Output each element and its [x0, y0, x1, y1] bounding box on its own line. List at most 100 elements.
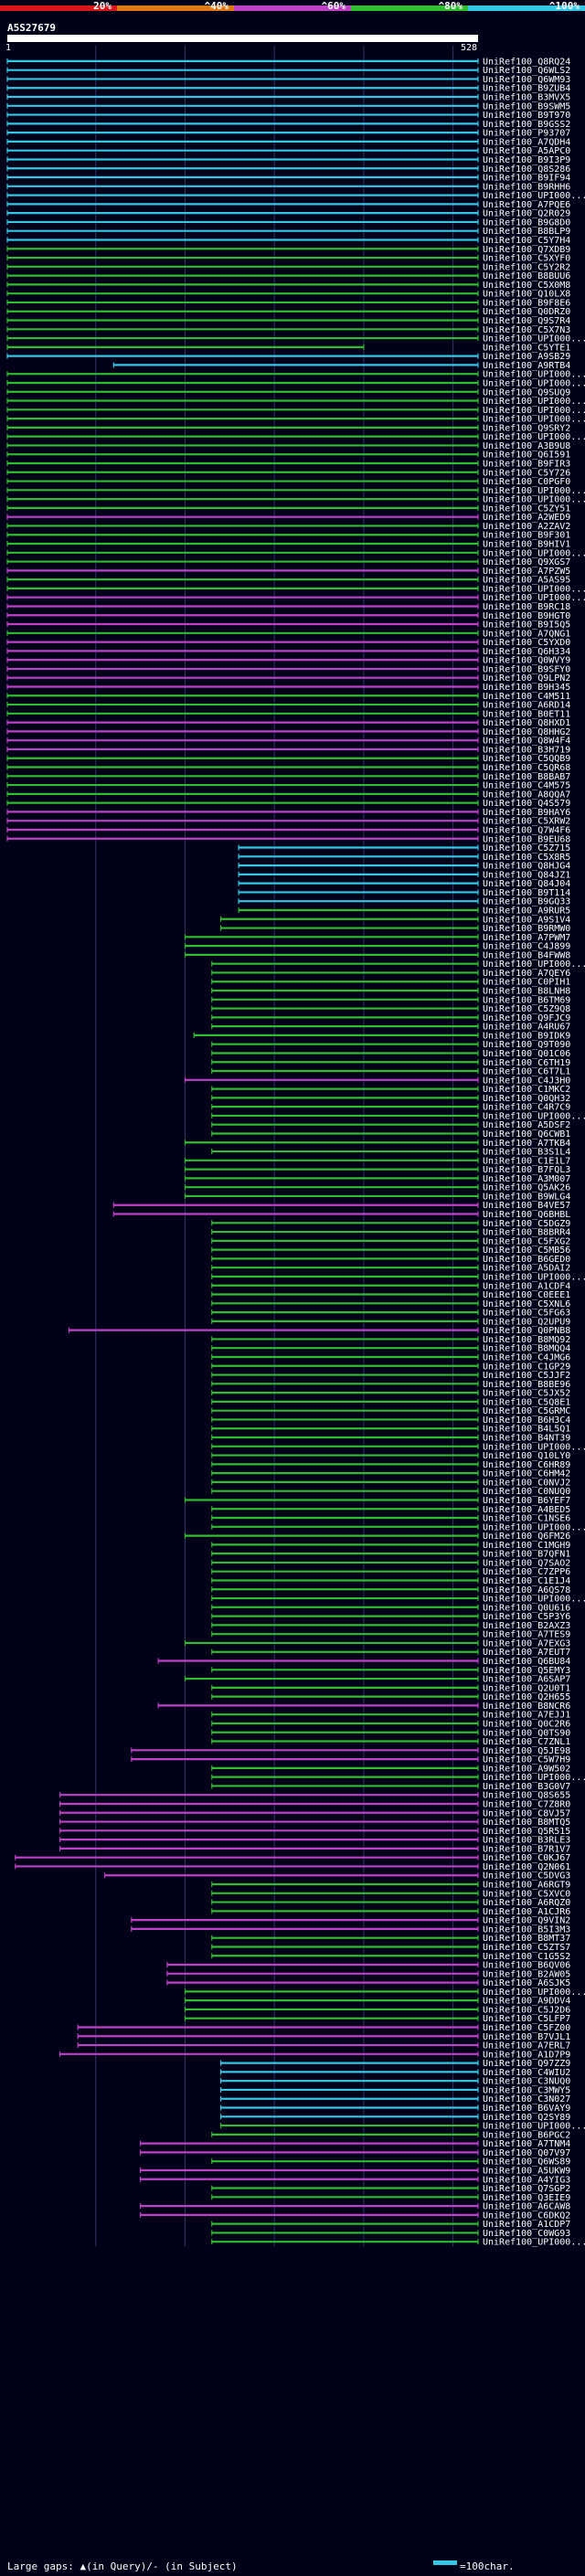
hit-label[interactable]: UniRef100_UPI000... — [483, 548, 585, 558]
hit-label[interactable]: UniRef100_Q6H334 — [483, 647, 570, 657]
hit-label[interactable]: UniRef100_C5X0M8 — [483, 281, 570, 291]
hit-label[interactable]: UniRef100_C6T7L1 — [483, 1067, 570, 1077]
hit-label[interactable]: UniRef100_Q5R515 — [483, 1827, 570, 1837]
hit-label[interactable]: UniRef100_C6HM42 — [483, 1469, 570, 1479]
hit-label[interactable]: UniRef100_B9SFY0 — [483, 664, 570, 674]
hit-label[interactable]: UniRef100_C5Y7H4 — [483, 236, 570, 246]
hit-label[interactable]: UniRef100_B9GSS2 — [483, 120, 570, 130]
hit-label[interactable]: UniRef100_Q7SAO2 — [483, 1558, 570, 1568]
hit-label[interactable]: UniRef100_UPI000... — [483, 2122, 585, 2132]
hit-label[interactable]: UniRef100_A6RGT9 — [483, 1881, 570, 1891]
hit-label[interactable]: UniRef100_Q6WM93 — [483, 75, 570, 85]
hit-label[interactable]: UniRef100_B7VJL1 — [483, 2032, 570, 2042]
hit-label[interactable]: UniRef100_B8MQ92 — [483, 1335, 570, 1345]
hit-label[interactable]: UniRef100_C5Q8E1 — [483, 1397, 570, 1407]
hit-label[interactable]: UniRef100_Q9XGS7 — [483, 557, 570, 567]
hit-label[interactable]: UniRef100_Q9SUQ9 — [483, 387, 570, 398]
hit-label[interactable]: UniRef100_C6DKQ2 — [483, 2210, 570, 2221]
hit-label[interactable]: UniRef100_A5DAI2 — [483, 1264, 570, 1274]
hit-label[interactable]: UniRef100_UPI000... — [483, 1988, 585, 1998]
hit-label[interactable]: UniRef100_A9RTB4 — [483, 361, 570, 371]
hit-label[interactable]: UniRef100_UPI000... — [483, 432, 585, 442]
hit-label[interactable]: UniRef100_UPI000... — [483, 1111, 585, 1121]
hit-label[interactable]: UniRef100_Q0WVY9 — [483, 656, 570, 666]
hit-label[interactable]: UniRef100_Q8S286 — [483, 164, 570, 175]
hit-label[interactable]: UniRef100_A7EUT7 — [483, 1648, 570, 1658]
hit-label[interactable]: UniRef100_A2WED9 — [483, 513, 570, 523]
hit-label[interactable]: UniRef100_B0ET11 — [483, 709, 570, 719]
hit-label[interactable]: UniRef100_C5MB56 — [483, 1246, 570, 1256]
hit-label[interactable]: UniRef100_A6SJK5 — [483, 1978, 570, 1988]
hit-label[interactable]: UniRef100_Q8S655 — [483, 1791, 570, 1801]
hit-label[interactable]: UniRef100_UPI000... — [483, 406, 585, 416]
hit-label[interactable]: UniRef100_C5ZY51 — [483, 504, 570, 514]
hit-label[interactable]: UniRef100_B9FIR3 — [483, 459, 570, 469]
hit-label[interactable]: UniRef100_B9RMW0 — [483, 924, 570, 934]
hit-label[interactable]: UniRef100_A5DSF2 — [483, 1120, 570, 1130]
hit-label[interactable]: UniRef100_Q6WLS2 — [483, 66, 570, 76]
hit-label[interactable]: UniRef100_B8BE96 — [483, 1380, 570, 1390]
hit-label[interactable]: UniRef100_B9EU68 — [483, 834, 570, 844]
hit-label[interactable]: UniRef100_C7ZNL1 — [483, 1737, 570, 1747]
hit-label[interactable]: UniRef100_Q6WS89 — [483, 2157, 570, 2168]
hit-label[interactable]: UniRef100_B4FWW8 — [483, 950, 570, 960]
hit-label[interactable]: UniRef100_B8BUU6 — [483, 271, 570, 281]
hit-label[interactable]: UniRef100_C5Y2R2 — [483, 262, 570, 272]
hit-label[interactable]: UniRef100_Q5AK26 — [483, 1183, 570, 1193]
hit-label[interactable]: UniRef100_UPI000... — [483, 2238, 585, 2248]
hit-label[interactable]: UniRef100_B8BAB7 — [483, 772, 570, 782]
hit-label[interactable]: UniRef100_B5I3M3 — [483, 1924, 570, 1935]
hit-label[interactable]: UniRef100_UPI000... — [483, 397, 585, 407]
hit-label[interactable]: UniRef100_B3MVX5 — [483, 93, 570, 103]
hit-label[interactable]: UniRef100_Q8HHG2 — [483, 727, 570, 737]
hit-label[interactable]: UniRef100_C5W7H9 — [483, 1755, 570, 1765]
hit-label[interactable]: UniRef100_B3G0V7 — [483, 1782, 570, 1792]
hit-label[interactable]: UniRef100_C5FZ00 — [483, 2023, 570, 2033]
hit-label[interactable]: UniRef100_B6VAY9 — [483, 2104, 570, 2114]
hit-label[interactable]: UniRef100_UPI000... — [483, 1773, 585, 1783]
hit-label[interactable]: UniRef100_C5ZTS7 — [483, 1943, 570, 1953]
hit-label[interactable]: UniRef100_B9T114 — [483, 888, 570, 898]
hit-label[interactable]: UniRef100_C1G5S2 — [483, 1952, 570, 1962]
hit-label[interactable]: UniRef100_Q2H655 — [483, 1692, 570, 1702]
hit-label[interactable]: UniRef100_B9SWM5 — [483, 101, 570, 111]
hit-label[interactable]: UniRef100_B6H3C4 — [483, 1415, 570, 1426]
hit-label[interactable]: UniRef100_Q2R029 — [483, 209, 570, 219]
hit-label[interactable]: UniRef100_A6QS78 — [483, 1585, 570, 1595]
hit-label[interactable]: UniRef100_B6PGC2 — [483, 2130, 570, 2140]
hit-label[interactable]: UniRef100_A6CAW8 — [483, 2202, 570, 2212]
hit-label[interactable]: UniRef100_Q2N061 — [483, 1862, 570, 1872]
hit-label[interactable]: UniRef100_B9H345 — [483, 683, 570, 693]
hit-label[interactable]: UniRef100_Q2U0T1 — [483, 1683, 570, 1693]
hit-label[interactable]: UniRef100_B9HAY6 — [483, 808, 570, 818]
hit-label[interactable]: UniRef100_Q6BHBL — [483, 1210, 570, 1220]
hit-label[interactable]: UniRef100_Q07V97 — [483, 2148, 570, 2158]
hit-label[interactable]: UniRef100_UPI000... — [483, 191, 585, 201]
hit-label[interactable]: UniRef100_B3H719 — [483, 745, 570, 755]
hit-label[interactable]: UniRef100_C1E1J4 — [483, 1576, 570, 1586]
hit-label[interactable]: UniRef100_B2AXZ3 — [483, 1621, 570, 1631]
hit-label[interactable]: UniRef100_C5P3Y6 — [483, 1612, 570, 1622]
hit-label[interactable]: UniRef100_C5GRMC — [483, 1406, 570, 1416]
hit-label[interactable]: UniRef100_A7TKB4 — [483, 1139, 570, 1149]
hit-label[interactable]: UniRef100_Q2UPU9 — [483, 1317, 570, 1327]
hit-label[interactable]: UniRef100_Q7W4F6 — [483, 825, 570, 835]
hit-label[interactable]: UniRef100_C5QR68 — [483, 763, 570, 773]
hit-label[interactable]: UniRef100_B9G8D0 — [483, 217, 570, 228]
hit-label[interactable]: UniRef100_UPI000... — [483, 334, 585, 345]
hit-label[interactable]: UniRef100_A3M007 — [483, 1174, 570, 1184]
hit-label[interactable]: UniRef100_B8BLP9 — [483, 227, 570, 237]
hit-label[interactable]: UniRef100_C7Z8R0 — [483, 1799, 570, 1809]
hit-label[interactable]: UniRef100_C0EEE1 — [483, 1290, 570, 1300]
hit-label[interactable]: UniRef100_C5YTE1 — [483, 343, 570, 353]
hit-label[interactable]: UniRef100_C5Z715 — [483, 843, 570, 853]
hit-label[interactable]: UniRef100_Q7XDB9 — [483, 245, 570, 255]
hit-label[interactable]: UniRef100_C0PGF0 — [483, 477, 570, 487]
hit-label[interactable]: UniRef100_A4YIG3 — [483, 2175, 570, 2185]
hit-label[interactable]: UniRef100_C5DGZ9 — [483, 1219, 570, 1229]
hit-label[interactable]: UniRef100_A7EXG3 — [483, 1638, 570, 1648]
hit-label[interactable]: UniRef100_C4J899 — [483, 942, 570, 952]
hit-label[interactable]: UniRef100_B9IDK9 — [483, 1031, 570, 1041]
hit-label[interactable]: UniRef100_C5XNL6 — [483, 1299, 570, 1309]
hit-label[interactable]: UniRef100_B9F301 — [483, 531, 570, 541]
